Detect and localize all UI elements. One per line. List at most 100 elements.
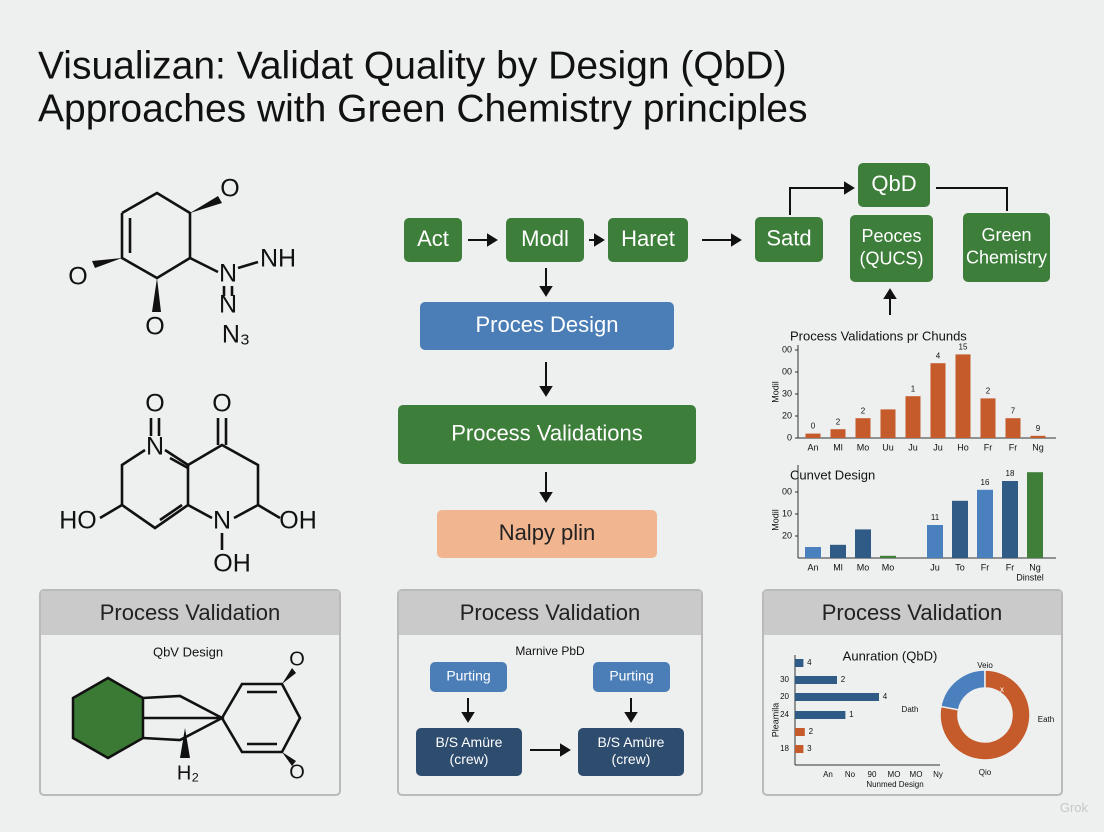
bar	[855, 529, 871, 558]
x-tick-label: No	[845, 770, 856, 779]
y-tick-label: 00	[782, 486, 792, 496]
chart-title: Cunvet Design	[790, 467, 875, 482]
y-tick-label: 30	[782, 388, 792, 398]
chart-title: Process Validations pr Chunds	[790, 328, 967, 343]
flow-node	[506, 218, 584, 262]
flow-node	[404, 218, 462, 262]
bar-label: 4	[883, 692, 888, 701]
arrow-head	[560, 743, 571, 757]
x-tick-label: Ng	[1032, 442, 1044, 452]
process-box	[430, 662, 507, 692]
bar-label: 9	[1036, 424, 1041, 433]
atom-label: O	[212, 390, 231, 418]
bar	[905, 396, 921, 438]
atom-label: N	[146, 433, 164, 461]
atom-label: N	[219, 291, 237, 319]
y-tick-label: 20	[782, 530, 792, 540]
bar	[930, 363, 946, 438]
x-tick-label: Mo	[857, 562, 870, 572]
atom-label: N	[219, 260, 237, 288]
donut-slice	[939, 669, 1031, 761]
atom-label: O	[68, 263, 87, 291]
y-tick-label: 10	[782, 508, 792, 518]
bar	[1005, 418, 1021, 438]
bar	[795, 745, 804, 753]
bar-label: 11	[931, 513, 940, 522]
flow-node-label: Modl	[521, 226, 569, 251]
bar	[1002, 481, 1018, 558]
ring	[187, 443, 260, 520]
x-tick-label: Ny	[933, 770, 943, 779]
bar-label: 16	[981, 478, 990, 487]
flow-node-label: Nalpy plin	[499, 520, 596, 545]
atom-label: OH	[279, 507, 317, 535]
arrow-head	[461, 712, 475, 723]
flow-node	[963, 213, 1050, 282]
y-tick-label: 30	[780, 675, 789, 684]
bond	[189, 256, 219, 274]
flow-node-label: Proces Design	[475, 312, 618, 337]
y-tick-label: 18	[780, 744, 789, 753]
x-tick-label: MO	[910, 770, 923, 779]
x-axis-label: Nunmed Design	[866, 780, 923, 789]
bar-label: 2	[861, 406, 866, 415]
bar	[927, 525, 943, 558]
arrow-head	[539, 492, 553, 503]
bar	[795, 693, 879, 701]
arrow-head	[594, 233, 605, 247]
atom-label: O	[289, 761, 305, 783]
panel-header-band	[41, 591, 339, 635]
atom-label: H₂	[177, 762, 199, 784]
bar-label: 4	[807, 658, 812, 667]
bar-label: 2	[986, 387, 991, 396]
line	[936, 187, 1008, 211]
atom-label: OH	[213, 550, 251, 578]
process-box	[578, 728, 684, 776]
wedge	[282, 668, 296, 684]
bond	[237, 260, 259, 270]
arrow-head	[487, 233, 498, 247]
y-tick-label: 20	[780, 692, 789, 701]
title-line: Approaches with Green Chemistry principl…	[38, 87, 808, 130]
panel-subtitle: Marnive PbD	[515, 644, 585, 658]
x-tick-label: An	[807, 442, 818, 452]
wedge	[190, 196, 222, 213]
panel-molecule	[71, 668, 302, 766]
x-tick-label: An	[823, 770, 833, 779]
x-tick-label: Ml	[833, 562, 843, 572]
x-tick-label: Mo	[857, 442, 870, 452]
bar	[880, 409, 896, 438]
connectors	[468, 181, 1008, 503]
flow-node-label: (QUCS)	[860, 249, 924, 269]
panel-header: Process Validation	[460, 600, 641, 625]
process-box-label: (crew)	[612, 751, 651, 767]
bar	[805, 433, 821, 438]
atom-label: N₃	[222, 321, 250, 349]
y-axis-label: Modil	[770, 381, 780, 403]
chart-title: Aunration (QbD)	[843, 648, 938, 663]
arrow-head	[731, 233, 742, 247]
molecule-1	[92, 191, 259, 312]
donut-label: Veio	[977, 661, 993, 670]
bar-label: 18	[1006, 469, 1015, 478]
x-tick-label: 90	[868, 770, 877, 779]
atom-label: O	[145, 313, 164, 341]
atom-label: O	[145, 390, 164, 418]
flow-node	[755, 217, 823, 262]
flow-node	[420, 302, 674, 350]
x-tick-label: MO	[888, 770, 901, 779]
panel-header: Process Validation	[100, 600, 281, 625]
arrow-head	[624, 712, 638, 723]
arrow-head	[844, 181, 855, 195]
x-tick-label: Fr	[1009, 442, 1018, 452]
x-tick-label: Uu	[882, 442, 894, 452]
bar-label: 7	[1011, 406, 1016, 415]
ring	[220, 682, 302, 754]
flow-node	[398, 405, 696, 464]
y-tick-label: 00	[782, 366, 792, 376]
donut-label: x	[1000, 685, 1004, 694]
arrow-head	[539, 286, 553, 297]
x-tick-label: An	[807, 562, 818, 572]
bar	[955, 354, 971, 438]
